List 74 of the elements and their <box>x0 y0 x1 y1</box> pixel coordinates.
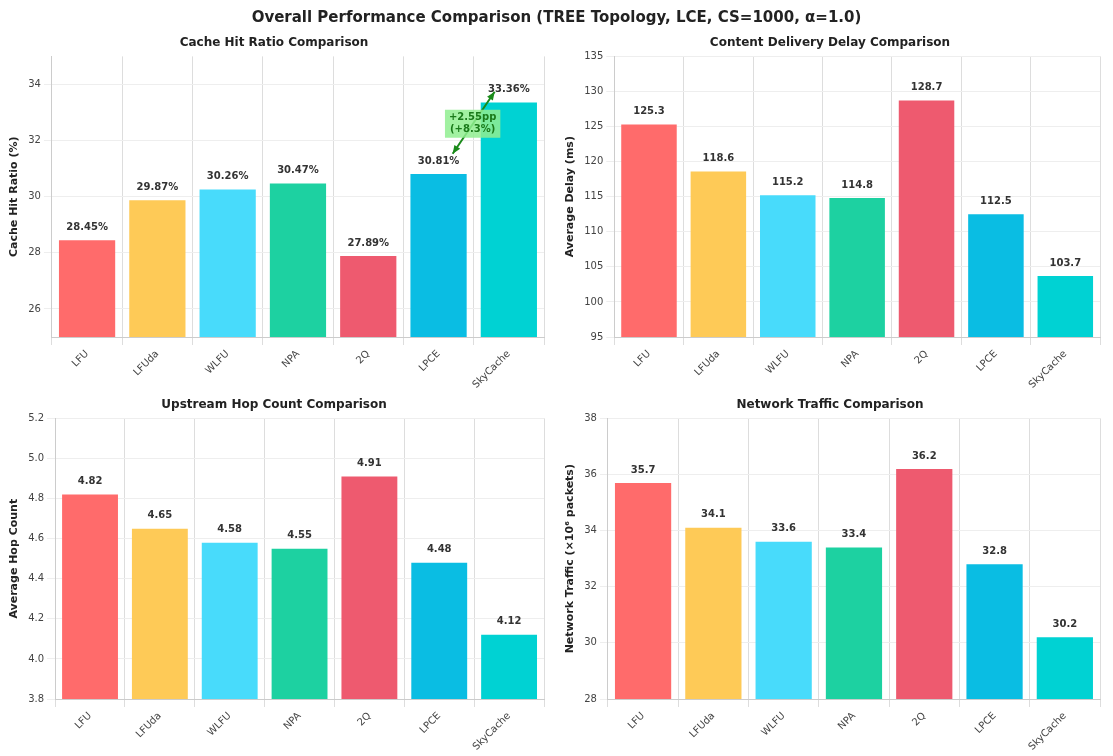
data-label: 114.8 <box>841 178 873 190</box>
y-tick-label: 3.8 <box>28 692 45 704</box>
y-tick-label: 30 <box>584 636 597 648</box>
data-label: 128.7 <box>910 81 943 93</box>
data-label: 30.2 <box>1052 617 1078 629</box>
y-tick-label: 125 <box>584 120 604 132</box>
y-tick-label: 28 <box>28 246 41 258</box>
y-tick-label: 5.2 <box>28 411 45 423</box>
y-tick-label: 28 <box>584 692 597 704</box>
y-tick-label: 115 <box>584 190 604 202</box>
y-tick-label: 32 <box>28 134 41 146</box>
chart-title: Upstream Hop Count Comparison <box>161 397 387 412</box>
x-tick-label: 2Q <box>909 709 928 728</box>
data-label: 30.26% <box>206 170 249 181</box>
x-tick-label: 2Q <box>354 709 373 728</box>
data-label: 4.58 <box>217 523 243 535</box>
y-tick-label: 4.6 <box>28 532 45 544</box>
y-tick-label: 34 <box>28 78 41 90</box>
data-label: 115.2 <box>771 175 804 187</box>
y-tick-label: 110 <box>584 225 604 237</box>
y-tick-label: 36 <box>584 468 597 480</box>
y-tick-label: 4.4 <box>28 572 45 584</box>
x-tick-label: NPA <box>279 347 302 370</box>
x-tick-label: 2Q <box>911 347 930 366</box>
data-label: 32.8 <box>982 544 1007 556</box>
y-tick-label: 4.2 <box>28 612 45 624</box>
data-label: 30.47% <box>277 164 319 176</box>
data-label: 4.65 <box>147 509 173 521</box>
y-axis-title: Average Delay (ms) <box>563 136 577 258</box>
y-tick-label: 5.0 <box>28 452 45 464</box>
y-tick-label: 135 <box>584 49 604 61</box>
y-tick-label: 30 <box>28 190 41 202</box>
data-label: 4.12 <box>496 615 522 627</box>
y-axis-title: Average Hop Count <box>7 498 21 619</box>
data-label: 4.91 <box>357 457 382 469</box>
y-tick-label: 32 <box>584 580 597 592</box>
y-axis-title: Network Traffic (×10⁶ packets) <box>563 464 577 654</box>
chart-title: Cache Hit Ratio Comparison <box>179 35 369 50</box>
data-label: 125.3 <box>633 105 665 117</box>
data-label: 28.45% <box>66 220 108 232</box>
x-tick-label: NPA <box>281 709 303 732</box>
data-label: 4.55 <box>287 529 312 541</box>
x-tick-label: 2Q <box>353 347 372 366</box>
y-tick-label: 120 <box>584 155 604 167</box>
data-label: 4.82 <box>77 475 103 487</box>
data-label: 118.6 <box>702 152 735 164</box>
data-label: 112.5 <box>980 194 1012 206</box>
data-label: 36.2 <box>911 449 937 461</box>
y-axis-title: Cache Hit Ratio (%) <box>7 136 21 257</box>
data-label: 30.81% <box>417 154 460 166</box>
annotation: +2.55pp (+8.3%) <box>448 111 497 135</box>
text: Overall Performance Comparison (TREE Topology, LCE, CS=1000, α=1.0) <box>250 8 863 26</box>
data-label: 4.48 <box>426 543 452 555</box>
y-tick-label: 4.8 <box>28 492 45 504</box>
y-tick-label: 95 <box>590 330 604 342</box>
x-tick-label: NPA <box>838 347 861 370</box>
y-tick-label: 38 <box>584 411 597 423</box>
y-tick-label: 105 <box>584 260 604 272</box>
y-tick-label: 34 <box>584 524 597 536</box>
data-label: 27.89% <box>347 236 390 248</box>
data-label: 33.6 <box>771 522 797 534</box>
data-label: 29.87% <box>136 180 179 192</box>
chart-title: Content Delivery Delay Comparison <box>709 35 951 50</box>
y-tick-label: 4.0 <box>28 652 45 664</box>
chart-title: Network Traffic Comparison <box>736 397 924 412</box>
x-tick-label: NPA <box>835 709 858 732</box>
y-tick-label: 130 <box>584 85 604 97</box>
data-label: 35.7 <box>630 463 656 475</box>
y-tick-label: 26 <box>28 302 41 314</box>
data-label: 103.7 <box>1049 256 1082 268</box>
data-label: 33.4 <box>841 528 867 540</box>
data-label: 34.1 <box>701 508 726 520</box>
y-tick-label: 100 <box>584 295 604 307</box>
data-label: 33.36% <box>488 83 530 95</box>
